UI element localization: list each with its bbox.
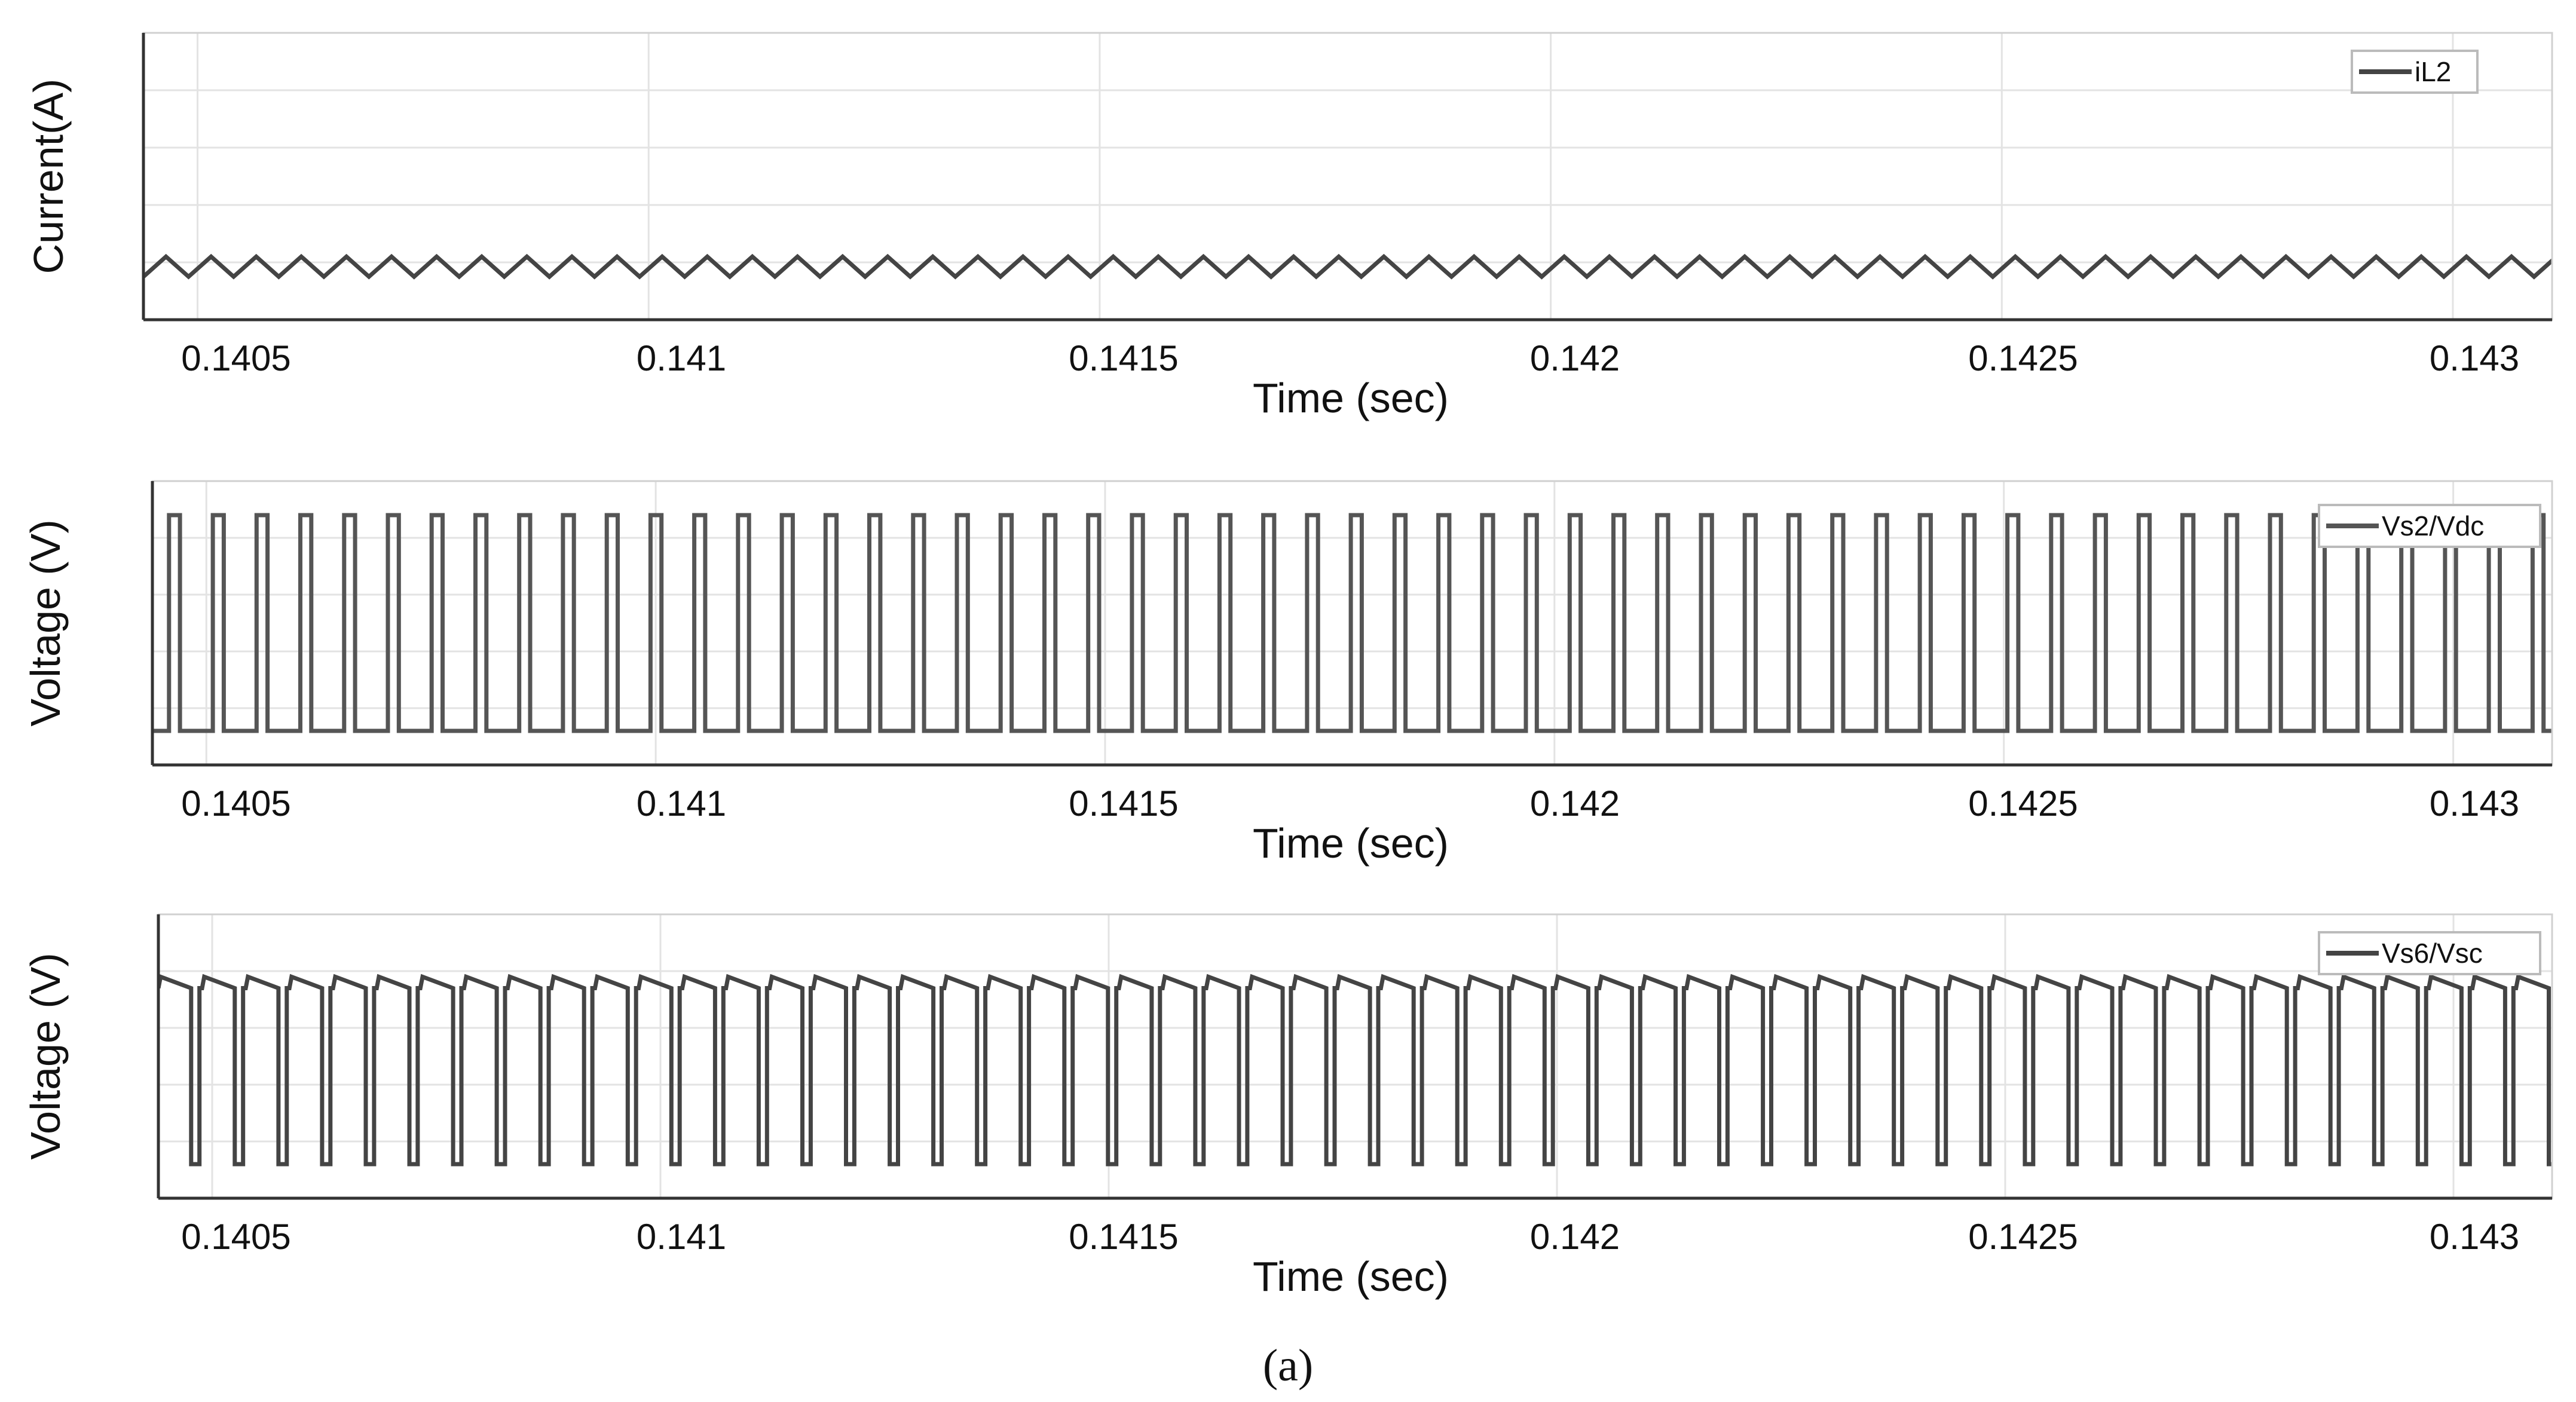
- x-tick-label: 0.1405: [181, 338, 291, 378]
- legend: Vs2/Vdc: [2318, 504, 2541, 548]
- series-line-vs6-vsc: [158, 974, 2552, 1167]
- y-axis-label: Current(A): [25, 79, 72, 274]
- figure-caption: (a): [1263, 1340, 1313, 1391]
- y-axis-label: Voltage (V): [22, 519, 69, 726]
- legend-label: Vs6/Vsc: [2382, 938, 2483, 969]
- legend-label: Vs2/Vdc: [2382, 510, 2484, 541]
- x-tick-label: 0.143: [2430, 338, 2519, 378]
- x-tick-label: 0.142: [1530, 783, 1620, 824]
- chart-panel-2: 0.1405 0.141 0.1415 0.142 0.1425 0.143 Time (s…: [22, 480, 2553, 867]
- x-tick-label: 0.141: [637, 338, 726, 378]
- x-tick-label: 0.143: [2430, 1217, 2519, 1257]
- x-axis-label: Time (sec): [1253, 1253, 1449, 1300]
- x-tick-label: 0.1405: [181, 1217, 291, 1257]
- series-line-vs2-vdc: [152, 513, 2552, 733]
- x-tick-label: 0.1415: [1069, 338, 1179, 378]
- x-tick-label: 0.1425: [1968, 338, 2078, 378]
- chart-panel-3: 0.1405 0.141 0.1415 0.142 0.1425 0.143 Time (s…: [22, 913, 2553, 1300]
- x-tick-label: 0.142: [1530, 338, 1620, 378]
- x-tick-label: 0.143: [2430, 783, 2519, 824]
- series-line-il2: [143, 253, 2552, 280]
- y-axis-label: Voltage (V): [22, 953, 69, 1159]
- x-axis-label: Time (sec): [1253, 820, 1449, 867]
- x-tick-label: 0.141: [637, 783, 726, 824]
- x-tick-label: 0.1425: [1968, 1217, 2078, 1257]
- x-tick-label: 0.142: [1530, 1217, 1620, 1257]
- legend: iL2: [2351, 50, 2479, 94]
- x-tick-label: 0.1415: [1069, 1217, 1179, 1257]
- x-tick-label: 0.1415: [1069, 783, 1179, 824]
- legend: Vs6/Vsc: [2318, 931, 2541, 975]
- x-tick-label: 0.1425: [1968, 783, 2078, 824]
- x-tick-label: 0.141: [637, 1217, 726, 1257]
- x-axis-label: Time (sec): [1253, 375, 1449, 421]
- chart-panel-1: 0.1405 0.141 0.1415 0.142 0.1425 0.143 Time (s…: [25, 32, 2553, 421]
- legend-label: iL2: [2415, 56, 2451, 87]
- x-tick-label: 0.1405: [181, 783, 291, 824]
- plot-frame: [157, 913, 2553, 1199]
